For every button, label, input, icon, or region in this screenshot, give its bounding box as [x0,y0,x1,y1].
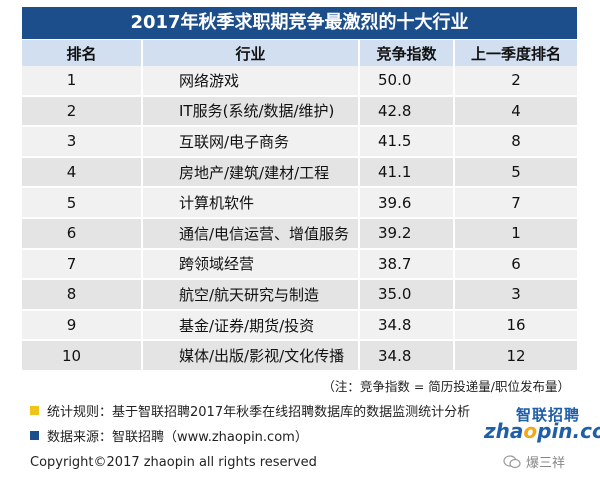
prev-rank-cell: 6 [454,248,577,281]
wechat-icon [503,454,521,468]
watermark-text: 爆三祥 [526,456,566,471]
copyright-text: Copyright©2017 zhaopin all rights reserv… [30,455,317,470]
rank-cell: 7 [22,248,143,281]
rank-cell: 1 [22,66,143,97]
index-cell: 42.8 [359,95,455,128]
index-cell: 39.6 [359,187,455,219]
table-row: 6 通信/电信运营、增值服务 39.2 1 [22,217,577,250]
rank-cell: 2 [22,95,143,128]
table-header-row: 排名 行业 竞争指数 上一季度排名 [22,40,577,66]
legend-item-source: 数据来源：智联招聘（www.zhaopin.com） [30,426,308,445]
industry-cell: 跨领域经营 [142,248,360,281]
table-title: 2017年秋季求职期竞争最激烈的十大行业 [22,7,577,39]
prev-rank-cell: 4 [454,95,577,128]
index-cell: 39.2 [359,217,455,250]
yellow-square-icon [30,406,39,415]
legend-source-text: 数据来源：智联招聘（www.zhaopin.com） [47,430,308,445]
wechat-watermark: 爆三祥 [503,452,565,471]
industry-cell: 航空/航天研究与制造 [142,279,360,311]
legend-rule-text: 统计规则：基于智联招聘2017年秋季在线招聘数据库的数据监测统计分析 [47,405,471,420]
index-cell: 41.5 [359,126,455,158]
prev-rank-cell: 1 [454,217,577,250]
table-row: 5 计算机软件 39.6 7 [22,187,577,219]
industry-cell: 房地产/建筑/建材/工程 [142,156,360,189]
index-cell: 34.8 [359,340,455,372]
industry-cell: 互联网/电子商务 [142,126,360,158]
prev-rank-cell: 5 [454,156,577,189]
zhaopin-logo: 智联招聘 zhaopin.com [478,404,600,443]
rank-cell: 3 [22,126,143,158]
rank-cell: 5 [22,187,143,219]
prev-rank-cell: 3 [454,279,577,311]
industry-cell: 媒体/出版/影视/文化传播 [142,340,360,372]
prev-rank-cell: 2 [454,66,577,97]
rank-cell: 8 [22,279,143,311]
industry-cell: 通信/电信运营、增值服务 [142,217,360,250]
index-cell: 41.1 [359,156,455,189]
index-cell: 35.0 [359,279,455,311]
col-header-prev-rank: 上一季度排名 [454,40,577,66]
ranking-table: 排名 行业 竞争指数 上一季度排名 1 网络游戏 50.0 2 2 IT服务(系统/数据/… [22,40,577,372]
rank-cell: 4 [22,156,143,189]
prev-rank-cell: 8 [454,126,577,158]
prev-rank-cell: 12 [454,340,577,372]
table-row: 2 IT服务(系统/数据/维护) 42.8 4 [22,95,577,128]
logo-en-text: zhaopin.com [484,419,600,443]
col-header-index: 竞争指数 [359,40,455,66]
table-row: 1 网络游戏 50.0 2 [22,66,577,97]
formula-note: （注：竞争指数 = 简历投递量/职位发布量） [322,379,570,394]
legend-item-rule: 统计规则：基于智联招聘2017年秋季在线招聘数据库的数据监测统计分析 [30,401,470,420]
col-header-industry: 行业 [142,40,360,66]
prev-rank-cell: 16 [454,309,577,342]
industry-cell: IT服务(系统/数据/维护) [142,95,360,128]
rank-cell: 6 [22,217,143,250]
col-header-rank: 排名 [22,40,143,66]
industry-cell: 计算机软件 [142,187,360,219]
blue-square-icon [30,431,39,440]
index-cell: 34.8 [359,309,455,342]
rank-cell: 10 [22,340,143,372]
industry-cell: 网络游戏 [142,66,360,97]
table-row: 3 互联网/电子商务 41.5 8 [22,126,577,158]
industry-cell: 基金/证券/期货/投资 [142,309,360,342]
table-row: 10 媒体/出版/影视/文化传播 34.8 12 [22,340,577,372]
prev-rank-cell: 7 [454,187,577,219]
index-cell: 38.7 [359,248,455,281]
table-row: 9 基金/证券/期货/投资 34.8 16 [22,309,577,342]
table-row: 8 航空/航天研究与制造 35.0 3 [22,279,577,311]
table-row: 4 房地产/建筑/建材/工程 41.1 5 [22,156,577,189]
index-cell: 50.0 [359,66,455,97]
table-body: 1 网络游戏 50.0 2 2 IT服务(系统/数据/维护) 42.8 4 3 互联网/电子商务 4… [22,66,577,372]
rank-cell: 9 [22,309,143,342]
table-row: 7 跨领域经营 38.7 6 [22,248,577,281]
logo-cn-text: 智联招聘 [515,406,580,424]
